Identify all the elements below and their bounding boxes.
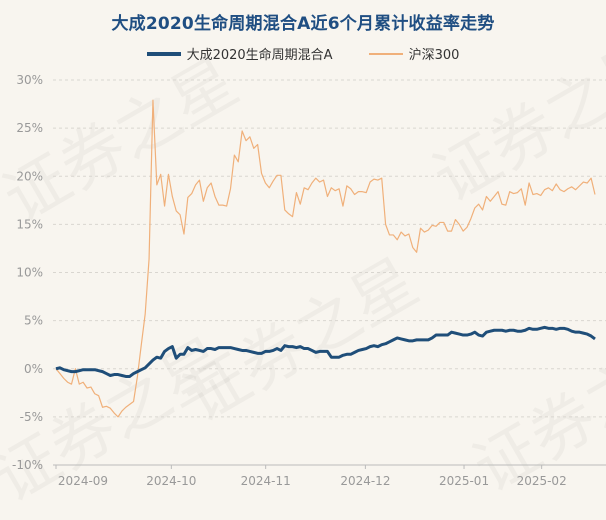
x-tick-label: 2025-02: [517, 474, 567, 488]
x-tick-label: 2024-12: [340, 474, 390, 488]
y-tick-label: 25%: [16, 121, 43, 135]
y-tick-label: 10%: [16, 266, 43, 280]
series-line-fund: [55, 325, 596, 378]
x-tick-label: 2025-01: [439, 474, 489, 488]
chart-title: 大成2020生命周期混合A近6个月累计收益率走势: [111, 14, 495, 34]
y-tick-label: -5%: [20, 410, 43, 424]
series-line-index: [55, 99, 596, 418]
legend: 大成2020生命周期混合A 沪深300: [0, 44, 606, 63]
y-tick-label: -10%: [12, 458, 43, 472]
y-tick-label: 20%: [16, 169, 43, 183]
legend-swatch-index: [368, 52, 403, 55]
legend-swatch-fund: [146, 51, 181, 56]
y-tick-label: 15%: [16, 217, 43, 231]
legend-label-index: 沪深300: [408, 48, 460, 63]
x-tick-label: 2024-11: [241, 474, 291, 488]
x-tick-label: 2024-10: [146, 474, 196, 488]
y-tick-label: 5%: [24, 314, 43, 328]
legend-item-fund[interactable]: 大成2020生命周期混合A: [146, 44, 333, 63]
legend-item-index[interactable]: 沪深300: [368, 44, 460, 63]
legend-label-fund: 大成2020生命周期混合A: [186, 48, 333, 63]
x-tick-label: 2024-09: [58, 474, 108, 488]
y-tick-label: 30%: [16, 73, 43, 87]
y-tick-label: 0%: [24, 362, 43, 376]
chart-svg: 30% 25% 20% 15% 10% 5% 0% -5% -10% 2024-09 2024-10…: [12, 73, 606, 488]
